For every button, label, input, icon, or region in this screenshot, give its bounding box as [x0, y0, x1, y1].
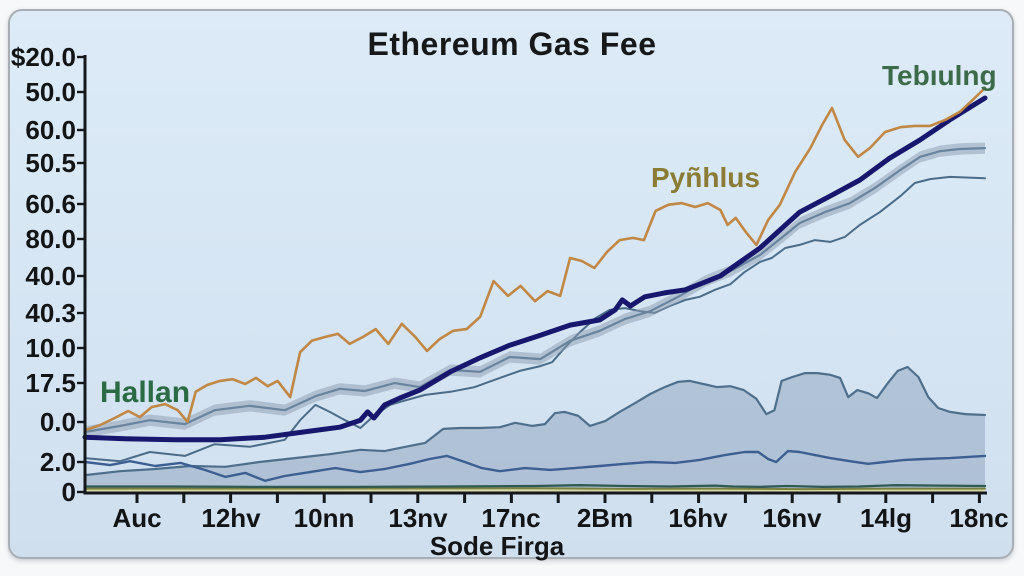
- x-tick-label: 13nv: [388, 503, 448, 533]
- x-tick-label: 14lg: [859, 503, 913, 533]
- series-line-khaki-band: [84, 487, 986, 491]
- x-axis-title: Sode Firga: [429, 531, 565, 561]
- y-tick-label: 0: [61, 477, 76, 507]
- y-tick-label: 60.0: [25, 115, 76, 145]
- y-tick-label: 2.0: [39, 447, 76, 477]
- y-tick-label: 80.0: [25, 224, 76, 254]
- series-line-flat-blue: [83, 449, 987, 482]
- y-tick-label: $20.0: [10, 42, 76, 72]
- x-tick-label: Auc: [112, 503, 162, 533]
- y-tick-label: 50.5: [25, 148, 76, 178]
- series-line-orange-line: [83, 86, 987, 432]
- x-tick-label: 2Bm: [576, 503, 634, 533]
- y-tick-label: 0.0: [39, 407, 76, 437]
- x-tick-label: 10nn: [293, 503, 355, 533]
- series-line-band-mid: [83, 147, 987, 434]
- x-tick-label: 16hv: [668, 503, 728, 533]
- series-label-hallan: Hallan: [100, 376, 191, 409]
- series-line-teal-baseline: [83, 484, 987, 489]
- x-tick-label: 12hv: [201, 503, 261, 533]
- y-tick-label: 17.5: [25, 368, 76, 398]
- series-fill-hump-area: [85, 367, 985, 493]
- series-line-navy-trend: [82, 95, 988, 443]
- y-tick-label: 40.0: [25, 261, 76, 291]
- series-label-pyhlus: Pyñhlus: [651, 162, 760, 193]
- x-tick-label: 16nv: [762, 503, 822, 533]
- y-tick-label: 10.0: [25, 333, 76, 363]
- x-tick-label: 17nc: [481, 503, 541, 533]
- y-tick-label: 60.6: [25, 189, 76, 219]
- y-tick-label: 40.3: [25, 298, 76, 328]
- y-tick-label: 50.0: [25, 77, 76, 107]
- series-band-band-mid: [85, 142, 985, 438]
- chart-title: Ethereum Gas Fee: [367, 26, 657, 62]
- x-tick-label: 18nc: [949, 503, 1009, 533]
- series-line-hump-area: [83, 365, 987, 477]
- series-label-tebiulng: Tebıulng: [882, 60, 997, 91]
